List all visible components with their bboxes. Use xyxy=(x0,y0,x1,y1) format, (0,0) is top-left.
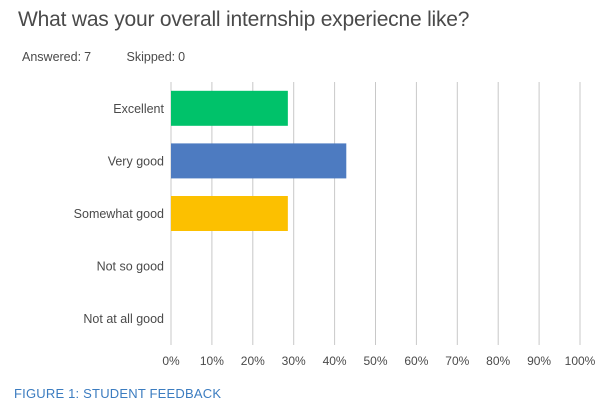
x-tick-label: 0% xyxy=(162,354,180,368)
category-label: Excellent xyxy=(113,102,164,116)
answered-stat: Answered: 7 xyxy=(22,50,107,64)
x-tick-label: 20% xyxy=(241,354,265,368)
x-tick-label: 60% xyxy=(404,354,428,368)
skipped-stat: Skipped: 0 xyxy=(127,50,202,64)
skipped-label: Skipped: xyxy=(126,50,176,64)
x-tick-label: 30% xyxy=(282,354,306,368)
category-label: Not so good xyxy=(97,260,164,274)
answered-label: Answered: xyxy=(22,50,82,64)
x-tick-label: 40% xyxy=(323,354,347,368)
response-summary: Answered: 7 Skipped: 0 xyxy=(22,50,217,64)
category-label: Somewhat good xyxy=(74,207,164,221)
x-tick-label: 100% xyxy=(565,354,596,368)
chart-title: What was your overall internship experie… xyxy=(18,8,470,31)
category-label: Very good xyxy=(108,154,164,168)
x-tick-label: 10% xyxy=(200,354,224,368)
bar-chart: 0% 10% 20% 30% 40% 50% 60% 70% 80% 90% 100% Excelle… xyxy=(74,82,596,368)
figure-caption: FIGURE 1: STUDENT FEEDBACK xyxy=(14,386,222,401)
x-tick-label: 50% xyxy=(363,354,387,368)
skipped-count: 0 xyxy=(178,50,186,64)
x-tick-label: 80% xyxy=(486,354,510,368)
x-tick-label: 90% xyxy=(527,354,551,368)
bar xyxy=(171,90,288,126)
category-label: Not at all good xyxy=(83,312,164,326)
x-tick-label: 70% xyxy=(445,354,469,368)
bar xyxy=(171,143,347,179)
answered-count: 7 xyxy=(84,50,92,64)
bar xyxy=(171,196,288,231)
